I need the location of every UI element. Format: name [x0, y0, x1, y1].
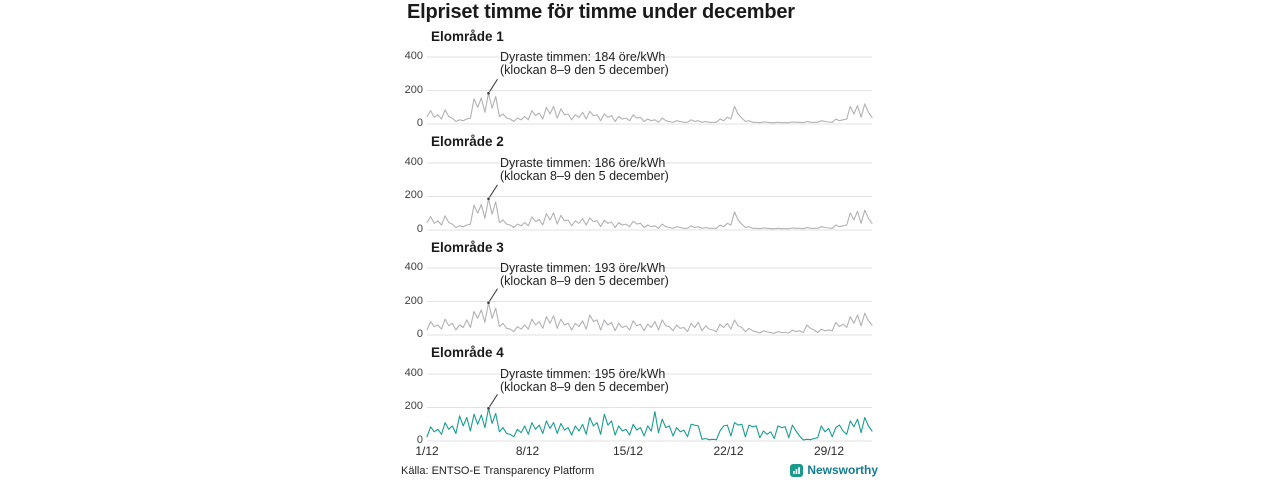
max-point-marker: [487, 91, 490, 95]
x-tick-label: 15/12: [612, 444, 644, 458]
annotation-leader-line: [489, 393, 498, 407]
y-axis-label: 200: [404, 189, 423, 201]
annotation-line1: Dyraste timmen: 193 öre/kWh: [500, 261, 666, 275]
price-line: [426, 197, 873, 229]
max-point-marker: [487, 406, 490, 410]
annotation-leader-line: [489, 78, 498, 92]
brand-lockup: Newsworthy: [790, 463, 878, 477]
y-axis-label: 400: [404, 155, 423, 168]
annotation-elomrade-2: Dyraste timmen: 186 öre/kWh (klockan 8–9…: [500, 155, 669, 183]
annotation-line2: (klockan 8–9 den 5 december): [500, 274, 669, 288]
figure: Elpriset timme för timme under december …: [400, 0, 880, 480]
brand-name: Newsworthy: [807, 463, 878, 477]
annotation-line2: (klockan 8–9 den 5 december): [500, 63, 669, 77]
annotation-line1: Dyraste timmen: 184 öre/kWh: [500, 50, 666, 64]
bar-chart-logo-icon: [790, 463, 804, 477]
y-axis-label: 400: [404, 366, 423, 379]
annotation-leader-line: [489, 184, 498, 198]
y-axis-label: 200: [404, 83, 423, 96]
annotation-line1: Dyraste timmen: 195 öre/kWh: [500, 366, 666, 381]
annotation-line1: Dyraste timmen: 186 öre/kWh: [500, 155, 666, 170]
annotation-line2: (klockan 8–9 den 5 december): [500, 379, 669, 394]
annotation-leader-line: [489, 288, 498, 302]
y-axis-label: 0: [416, 117, 423, 129]
price-line: [426, 302, 873, 334]
annotation-elomrade-3: Dyraste timmen: 193 öre/kWh (klockan 8–9…: [500, 262, 669, 288]
max-point-marker: [487, 197, 490, 200]
x-tick-label: 22/12: [713, 444, 744, 458]
y-axis-label: 400: [404, 50, 423, 62]
y-axis-label: 0: [416, 328, 423, 340]
y-axis-label: 200: [404, 294, 423, 307]
panel-title-elomrade-3: Elområde 3: [431, 240, 504, 255]
price-line-chart-elomrade-4: [426, 373, 873, 441]
price-line-chart-elomrade-1: [426, 56, 873, 125]
price-line: [426, 92, 873, 124]
panel-title-elomrade-2: Elområde 2: [431, 134, 504, 149]
x-tick-label: 8/12: [515, 444, 540, 458]
source-text: Källa: ENTSO-E Transparency Platform: [401, 465, 595, 477]
y-axis-label: 0: [416, 222, 423, 235]
x-tick-label: 29/12: [813, 444, 845, 458]
max-point-marker: [487, 301, 490, 304]
price-line-chart-elomrade-2: [426, 162, 873, 230]
panel-title-elomrade-1: Elområde 1: [431, 29, 504, 44]
panel-title-elomrade-4: Elområde 4: [431, 345, 504, 360]
y-axis-label: 400: [404, 261, 423, 273]
y-axis-label: 0: [416, 433, 423, 446]
annotation-elomrade-4: Dyraste timmen: 195 öre/kWh (klockan 8–9…: [500, 366, 669, 394]
page-title: Elpriset timme för timme under december: [407, 1, 795, 23]
x-tick-label: 1/12: [415, 444, 439, 458]
price-line: [426, 407, 873, 441]
price-line-chart-elomrade-3: [426, 267, 873, 336]
annotation-elomrade-1: Dyraste timmen: 184 öre/kWh (klockan 8–9…: [500, 51, 669, 77]
annotation-line2: (klockan 8–9 den 5 december): [500, 168, 669, 183]
y-axis-label: 200: [404, 400, 423, 412]
